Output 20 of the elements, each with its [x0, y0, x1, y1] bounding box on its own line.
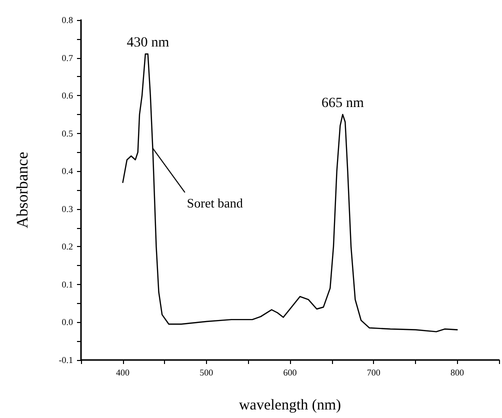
y-tick-label: 0.6 [62, 90, 74, 101]
x-tick-label: 700 [366, 368, 381, 378]
y-tick-label: 0.1 [62, 279, 73, 290]
y-axis-title: Absorbance [14, 152, 32, 228]
x-axis-title: wavelength (nm) [238, 398, 342, 414]
annotation: 430 nm [126, 36, 170, 50]
y-tick-label: 0.4 [62, 166, 74, 176]
x-tick-label: 600 [283, 368, 298, 378]
x-tick-label: 500 [200, 368, 214, 378]
annotation: Soret band [186, 195, 244, 210]
y-tick-label: 0.2 [62, 242, 73, 252]
y-tick-label: 0.0 [62, 317, 74, 328]
x-tick-label: 800 [450, 368, 464, 378]
y-tick-label: 0.5 [62, 128, 74, 138]
x-tick-label: 400 [116, 368, 130, 378]
annotation: 665 nm [321, 96, 364, 111]
y-tick-label: 0.8 [62, 15, 74, 25]
y-tick-label: 0.7 [62, 52, 74, 63]
y-tick-label: -0.1 [58, 355, 73, 365]
y-tick-label: 0.3 [62, 204, 74, 214]
